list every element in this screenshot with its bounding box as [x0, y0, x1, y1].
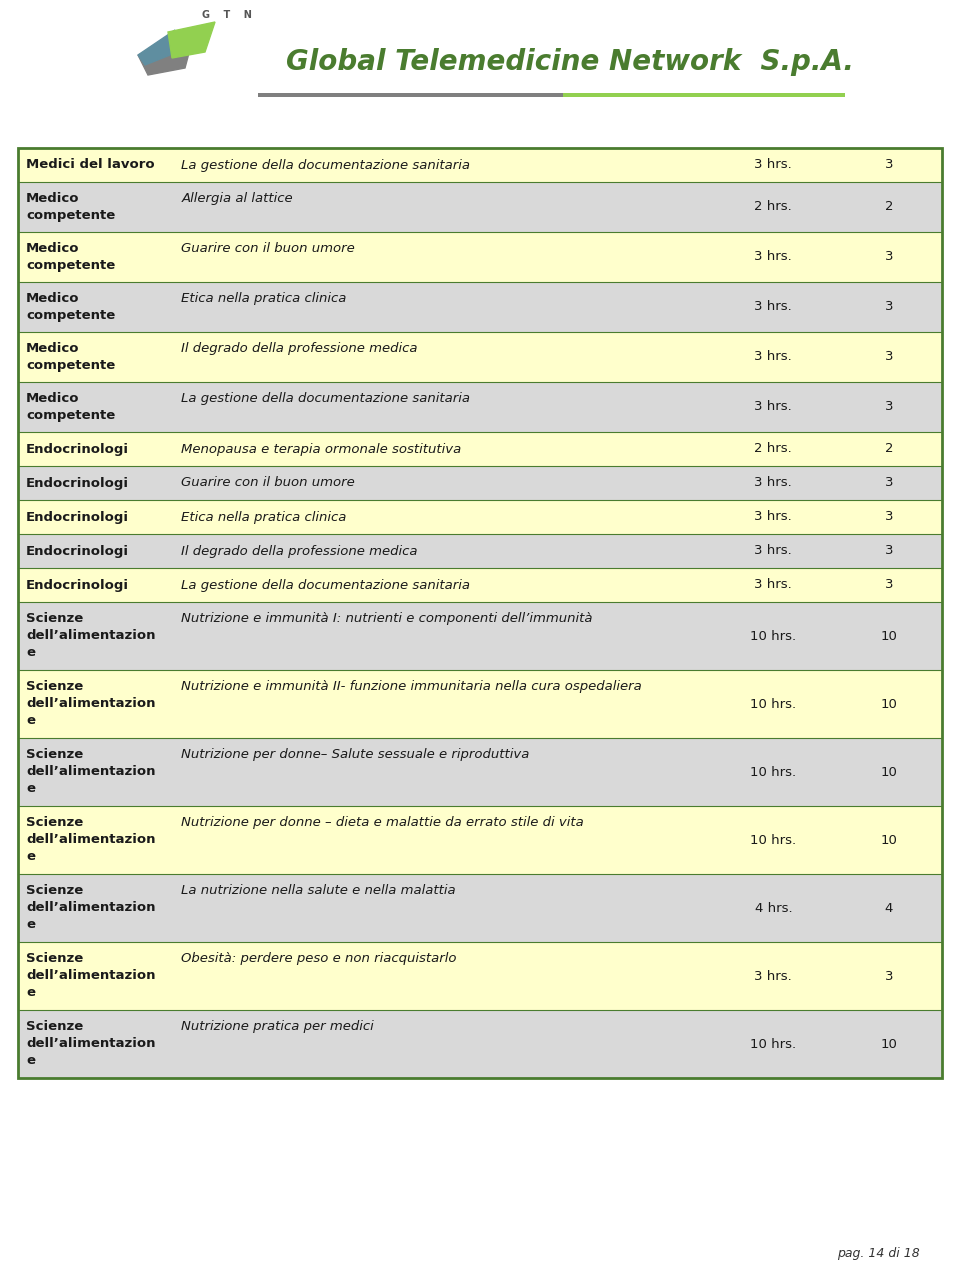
Text: 3: 3 — [884, 579, 893, 592]
Text: Etica nella pratica clinica: Etica nella pratica clinica — [181, 291, 347, 306]
Bar — [18, 431, 942, 466]
Bar — [18, 182, 942, 232]
Text: Il degrado della professione medica: Il degrado della professione medica — [181, 544, 418, 557]
Text: Scienze
dell’alimentazion
e: Scienze dell’alimentazion e — [26, 817, 156, 863]
Text: Global Telemedicine Network  S.p.A.: Global Telemedicine Network S.p.A. — [286, 48, 854, 76]
Bar — [563, 92, 845, 98]
Text: 3 hrs.: 3 hrs. — [755, 401, 792, 413]
Text: Medico
competente: Medico competente — [26, 392, 115, 422]
Text: 3 hrs.: 3 hrs. — [755, 544, 792, 557]
Text: 3 hrs.: 3 hrs. — [755, 351, 792, 363]
Bar — [18, 148, 942, 1079]
Text: 10: 10 — [880, 765, 898, 778]
Text: Scienze
dell’alimentazion
e: Scienze dell’alimentazion e — [26, 1019, 156, 1067]
Polygon shape — [168, 22, 215, 58]
Polygon shape — [138, 39, 193, 74]
Text: Nutrizione pratica per medici: Nutrizione pratica per medici — [181, 1019, 374, 1034]
Bar — [18, 333, 942, 383]
Text: 3 hrs.: 3 hrs. — [755, 300, 792, 313]
Text: 10 hrs.: 10 hrs. — [751, 765, 797, 778]
Polygon shape — [138, 30, 175, 65]
Text: Endocrinologi: Endocrinologi — [26, 544, 129, 557]
Text: 3: 3 — [884, 511, 893, 524]
Text: La gestione della documentazione sanitaria: La gestione della documentazione sanitar… — [181, 392, 470, 404]
Text: Medici del lavoro: Medici del lavoro — [26, 158, 155, 172]
Text: 3 hrs.: 3 hrs. — [755, 158, 792, 172]
Bar — [258, 92, 563, 98]
Text: 4: 4 — [885, 901, 893, 914]
Text: La nutrizione nella salute e nella malattia: La nutrizione nella salute e nella malat… — [181, 883, 456, 898]
Text: Endocrinologi: Endocrinologi — [26, 443, 129, 456]
Text: Endocrinologi: Endocrinologi — [26, 476, 129, 489]
Text: Scienze
dell’alimentazion
e: Scienze dell’alimentazion e — [26, 681, 156, 727]
Text: 3 hrs.: 3 hrs. — [755, 969, 792, 982]
Text: Guarire con il buon umore: Guarire con il buon umore — [181, 476, 355, 489]
Text: Medico
competente: Medico competente — [26, 193, 115, 222]
Text: Endocrinologi: Endocrinologi — [26, 579, 129, 592]
Text: Endocrinologi: Endocrinologi — [26, 511, 129, 524]
Text: 3: 3 — [884, 250, 893, 263]
Text: 10: 10 — [880, 697, 898, 710]
Text: 4 hrs.: 4 hrs. — [755, 901, 792, 914]
Text: 2 hrs.: 2 hrs. — [755, 443, 792, 456]
Bar — [18, 568, 942, 602]
Bar — [18, 874, 942, 942]
Text: Menopausa e terapia ormonale sostitutiva: Menopausa e terapia ormonale sostitutiva — [181, 443, 462, 456]
Text: 2: 2 — [884, 200, 893, 213]
Bar — [18, 670, 942, 738]
Bar — [18, 602, 942, 670]
Bar — [18, 499, 942, 534]
Text: 10 hrs.: 10 hrs. — [751, 1037, 797, 1050]
Text: Allergia al lattice: Allergia al lattice — [181, 193, 293, 205]
Text: 10: 10 — [880, 629, 898, 642]
Text: 3: 3 — [884, 351, 893, 363]
Text: 10 hrs.: 10 hrs. — [751, 833, 797, 846]
Text: 2 hrs.: 2 hrs. — [755, 200, 792, 213]
Text: Guarire con il buon umore: Guarire con il buon umore — [181, 241, 355, 256]
Text: Scienze
dell’alimentazion
e: Scienze dell’alimentazion e — [26, 883, 156, 931]
Text: 3 hrs.: 3 hrs. — [755, 476, 792, 489]
Text: 2: 2 — [884, 443, 893, 456]
Text: Medico
competente: Medico competente — [26, 241, 115, 272]
Text: 3: 3 — [884, 969, 893, 982]
Text: Medico
competente: Medico competente — [26, 291, 115, 322]
Text: 3 hrs.: 3 hrs. — [755, 579, 792, 592]
Text: Medico
competente: Medico competente — [26, 342, 115, 372]
Text: 3 hrs.: 3 hrs. — [755, 250, 792, 263]
Text: 3: 3 — [884, 401, 893, 413]
Text: Etica nella pratica clinica: Etica nella pratica clinica — [181, 511, 347, 524]
Text: G    T    N: G T N — [202, 10, 252, 21]
Text: Nutrizione e immunità II- funzione immunitaria nella cura ospedaliera: Nutrizione e immunità II- funzione immun… — [181, 681, 642, 693]
Text: 3: 3 — [884, 158, 893, 172]
Text: 3: 3 — [884, 476, 893, 489]
Bar — [18, 232, 942, 282]
Bar — [18, 282, 942, 333]
Text: La gestione della documentazione sanitaria: La gestione della documentazione sanitar… — [181, 579, 470, 592]
Text: 10: 10 — [880, 1037, 898, 1050]
Bar — [18, 942, 942, 1011]
Bar — [18, 806, 942, 874]
Bar — [18, 738, 942, 806]
Bar — [18, 466, 942, 499]
Text: 3 hrs.: 3 hrs. — [755, 511, 792, 524]
Text: 10 hrs.: 10 hrs. — [751, 629, 797, 642]
Text: Obesità: perdere peso e non riacquistarlo: Obesità: perdere peso e non riacquistarl… — [181, 951, 457, 966]
Text: 3: 3 — [884, 544, 893, 557]
Text: 3: 3 — [884, 300, 893, 313]
Bar — [18, 148, 942, 182]
Text: Scienze
dell’alimentazion
e: Scienze dell’alimentazion e — [26, 749, 156, 795]
Bar — [18, 383, 942, 431]
Text: Scienze
dell’alimentazion
e: Scienze dell’alimentazion e — [26, 951, 156, 999]
Text: 10: 10 — [880, 833, 898, 846]
Text: Il degrado della professione medica: Il degrado della professione medica — [181, 342, 418, 354]
Text: pag. 14 di 18: pag. 14 di 18 — [837, 1247, 920, 1260]
Bar — [18, 534, 942, 568]
Text: Nutrizione per donne– Salute sessuale e riproduttiva: Nutrizione per donne– Salute sessuale e … — [181, 749, 530, 761]
Text: Scienze
dell’alimentazion
e: Scienze dell’alimentazion e — [26, 612, 156, 659]
Bar — [18, 1011, 942, 1079]
Text: 10 hrs.: 10 hrs. — [751, 697, 797, 710]
Text: La gestione della documentazione sanitaria: La gestione della documentazione sanitar… — [181, 158, 470, 172]
Text: Nutrizione per donne – dieta e malattie da errato stile di vita: Nutrizione per donne – dieta e malattie … — [181, 817, 584, 829]
Text: Nutrizione e immunità I: nutrienti e componenti dell’immunità: Nutrizione e immunità I: nutrienti e com… — [181, 612, 592, 625]
